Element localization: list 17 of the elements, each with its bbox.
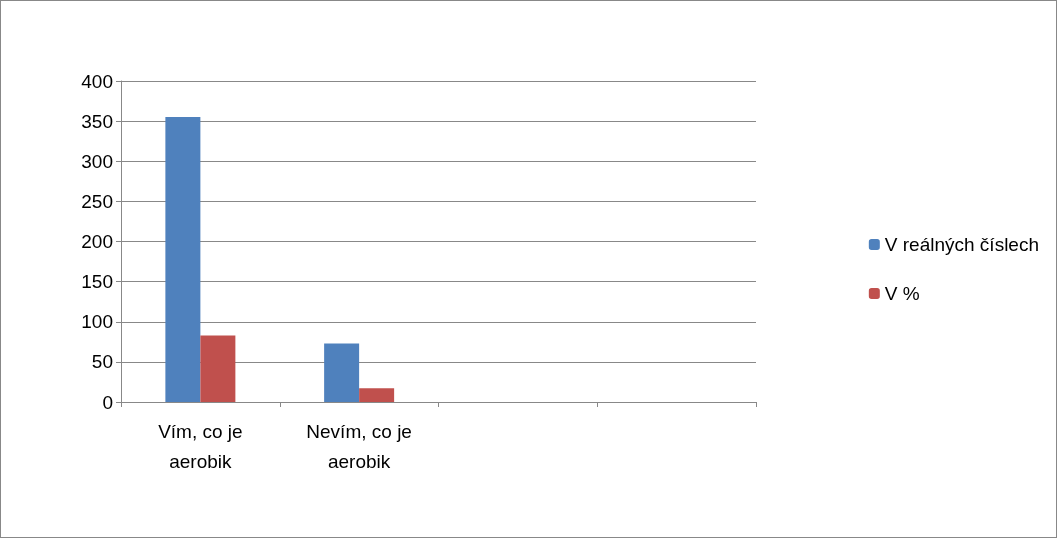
y-tick-label: 350 <box>81 110 113 132</box>
x-tick-label: Vím, co je aerobik <box>158 420 243 472</box>
y-tick-label: 200 <box>81 231 113 252</box>
y-tick-label: 50 <box>91 351 113 373</box>
y-tick-label: 300 <box>81 150 113 172</box>
bar <box>359 388 395 402</box>
legend-label: V % <box>884 283 920 304</box>
bar <box>165 117 201 402</box>
x-tick-label: Nevím, co je aerobik <box>306 420 412 472</box>
y-tick-label: 0 <box>102 391 113 413</box>
bar <box>324 343 360 402</box>
y-tick-label: 400 <box>81 70 113 92</box>
y-tick-label: 250 <box>81 190 113 212</box>
y-tick-label: 150 <box>81 271 113 293</box>
y-tick-label: 100 <box>81 311 113 333</box>
legend-label: V reálných číslech <box>884 234 1040 255</box>
bar <box>200 335 236 402</box>
